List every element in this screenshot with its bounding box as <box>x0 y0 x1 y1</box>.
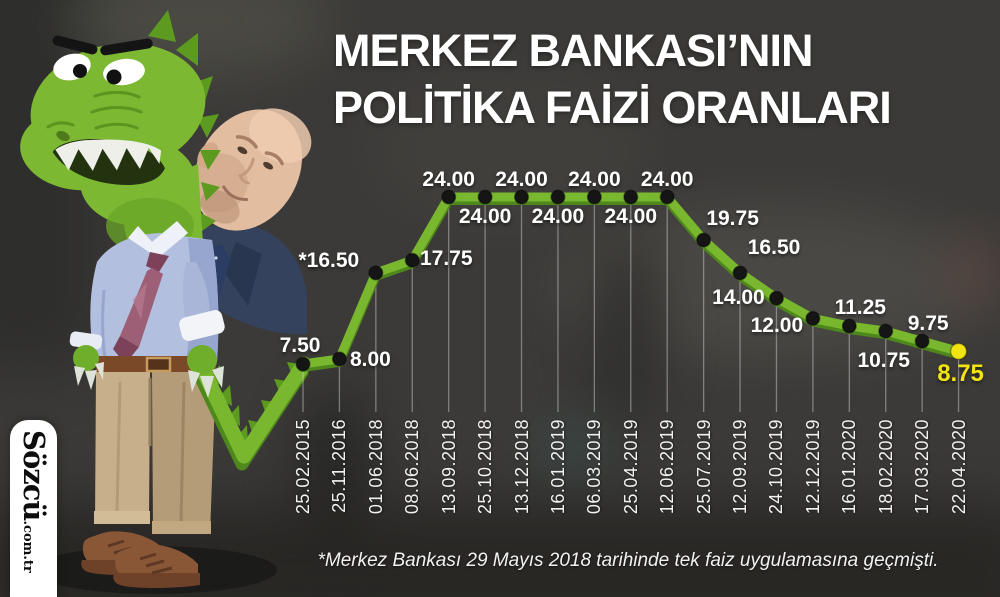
background-blur-blob <box>945 235 1000 310</box>
x-axis-date-label: 25.07.2019 <box>693 419 714 515</box>
page-title: MERKEZ BANKASI’NIN POLİTİKA FAİZİ ORANLA… <box>333 22 892 136</box>
data-point-dot <box>659 189 675 205</box>
point-value-label: 8.00 <box>349 347 391 371</box>
footnote: *Merkez Bankası 29 Mayıs 2018 tarihinde … <box>317 550 939 571</box>
x-axis-date-label: 24.10.2019 <box>766 419 787 515</box>
x-axis-date-label: 12.12.2019 <box>802 419 823 515</box>
data-point-dot <box>878 323 894 339</box>
point-value-label: 24.00 <box>422 168 475 191</box>
dinosaur-head <box>20 35 206 294</box>
tie-knot <box>146 252 169 272</box>
data-point-dot <box>805 310 821 326</box>
x-axis-date-label: 16.01.2019 <box>547 419 568 515</box>
data-point-dot <box>586 189 602 205</box>
point-value-label: 24.00 <box>458 205 512 228</box>
angry-eyebrow-left <box>52 35 98 55</box>
point-value-label: 7.50 <box>279 333 321 357</box>
brand-name: Sözcü <box>17 430 51 521</box>
data-point-dot <box>914 333 930 349</box>
point-value-label: 14.00 <box>712 286 765 310</box>
sleeve-cuff <box>179 310 225 341</box>
data-point-dot <box>331 351 347 367</box>
dinosaur-neck-spikes <box>148 10 221 231</box>
x-axis-date-label: 08.06.2018 <box>402 419 423 515</box>
dinosaur-mouth <box>52 139 165 185</box>
data-point-dot <box>623 189 639 205</box>
governor-figure <box>186 108 312 335</box>
data-point-dot <box>441 189 457 205</box>
brand-bar: Sözcü.com.tr <box>10 420 57 597</box>
x-axis-date-label: 06.03.2019 <box>584 419 605 515</box>
background-blur-blob <box>0 0 100 370</box>
point-value-label: 24.00 <box>640 168 694 191</box>
background-blur-blob <box>70 0 330 75</box>
x-axis-date-label: 16.01.2020 <box>839 419 860 515</box>
point-value-label: 16.50 <box>747 235 801 259</box>
tie <box>120 268 163 347</box>
data-point-dot <box>477 189 493 205</box>
snout-wrinkle <box>93 90 141 99</box>
point-value-label: 9.75 <box>907 312 949 336</box>
data-point-dot <box>768 290 785 306</box>
point-value-label: 24.00 <box>531 205 585 228</box>
dinosaur-shoes <box>81 531 200 588</box>
point-value-label: 10.75 <box>857 349 910 373</box>
x-axis-date-label: 13.09.2018 <box>438 419 459 515</box>
point-value-label: 12.00 <box>750 314 804 338</box>
x-axis-date-label: 01.06.2018 <box>365 419 386 515</box>
page-title-line2: POLİTİKA FAİZİ ORANLARI <box>333 82 892 133</box>
angry-eyebrow-right <box>100 38 153 56</box>
x-axis-date-label: 18.02.2020 <box>875 419 896 515</box>
point-value-label: 8.75 <box>937 360 984 388</box>
x-axis-date-label: 25.10.2018 <box>475 419 496 515</box>
data-point-dot <box>696 232 712 248</box>
governor-face <box>190 108 312 231</box>
point-value-label: 11.25 <box>834 296 886 320</box>
page-title-line1: MERKEZ BANKASI’NIN <box>333 25 814 76</box>
belt-buckle <box>145 356 172 373</box>
dinosaur-trousers <box>94 372 216 534</box>
data-point-dot <box>404 252 420 268</box>
x-axis-date-label: 13.12.2018 <box>511 419 532 515</box>
x-axis-date-label: 12.06.2019 <box>657 419 678 515</box>
x-axis-date-label: 25.02.2015 <box>293 419 313 515</box>
data-point-dot <box>732 265 748 281</box>
nostril <box>56 130 70 142</box>
brand-logo: Sözcü.com.tr <box>17 430 51 573</box>
belt <box>96 356 216 373</box>
background-blur-blob <box>588 235 663 430</box>
data-point-dot-highlight <box>949 342 968 361</box>
data-point-dot <box>513 189 530 205</box>
x-axis-date-label: 22.04.2020 <box>948 419 969 515</box>
shirt-collar <box>128 221 188 258</box>
point-value-label: 24.00 <box>495 168 548 191</box>
brand-suffix: .com.tr <box>20 520 35 573</box>
data-point-dot <box>550 189 566 205</box>
point-value-label: 24.00 <box>568 168 621 191</box>
data-point-dot <box>295 356 311 372</box>
point-value-label: 17.75 <box>419 247 473 271</box>
dinosaur-tail <box>195 356 312 471</box>
dinosaur-claw-hands <box>73 345 224 398</box>
data-point-dot <box>841 318 857 334</box>
point-value-label: 24.00 <box>604 205 658 228</box>
data-point-dot <box>368 265 384 281</box>
sleeve <box>183 262 210 324</box>
x-axis-date-label: 25.11.2016 <box>329 419 350 513</box>
ground-shadow <box>33 546 277 594</box>
x-axis-date-label: 25.04.2019 <box>620 419 641 515</box>
dinosaur-shirt <box>69 221 225 373</box>
point-value-label: *16.50 <box>298 248 360 272</box>
point-value-label: 19.75 <box>706 207 759 230</box>
x-axis-date-label: 12.09.2019 <box>730 419 751 515</box>
x-axis-date-label: 17.03.2020 <box>912 419 933 515</box>
dinosaur-eyes <box>53 53 145 86</box>
